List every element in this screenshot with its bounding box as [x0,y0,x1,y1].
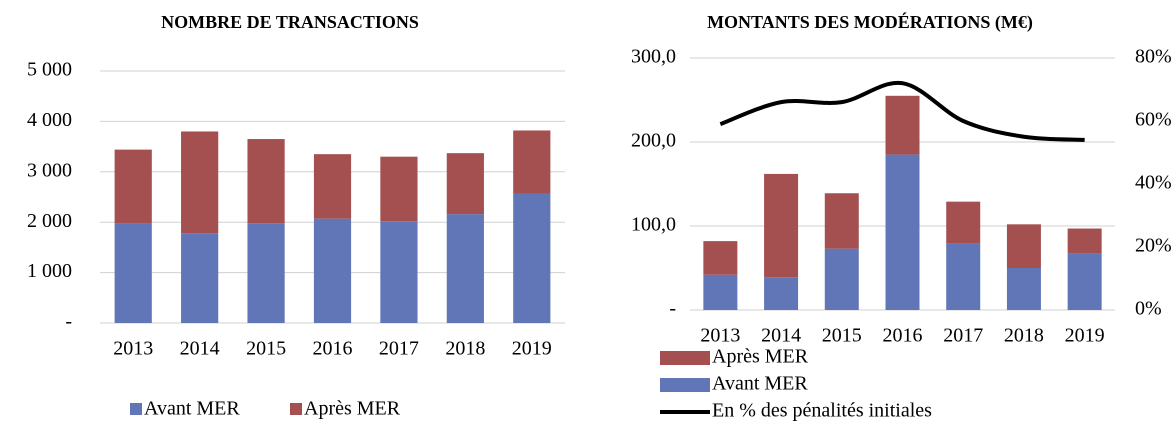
y2-tick-label: 80% [1135,46,1172,68]
y2-tick-label: 60% [1135,109,1172,131]
legend-label: En % des pénalités initiales [712,400,932,422]
bar [1067,253,1102,310]
x-tick-label: 2015 [822,325,862,347]
y-tick-label: - [65,311,72,333]
x-tick-label: 2016 [313,338,353,360]
y-tick-label: 5 000 [27,59,72,81]
bar [247,223,285,323]
bar [1067,228,1102,254]
bar [703,241,738,275]
bar [824,193,859,249]
bar [114,223,152,323]
legend-swatch [660,351,710,365]
bar [313,154,352,219]
y-tick-label: 2 000 [27,210,72,232]
legend-label: Après MER [304,398,401,420]
bar [247,139,285,224]
bar [764,277,799,310]
y-tick-label: 100,0 [631,214,676,236]
x-tick-label: 2019 [1065,325,1105,347]
x-tick-label: 2019 [512,338,552,360]
bar [114,149,152,224]
bar [513,193,551,323]
bar [181,131,219,234]
bar [764,173,799,278]
x-tick-label: 2013 [113,338,153,360]
bar [1006,224,1041,268]
y2-tick-label: 0% [1135,298,1162,320]
bar [446,153,484,215]
bar [946,243,981,310]
bar [181,233,219,323]
bar [885,95,920,155]
legend-label: Après MER [712,346,809,368]
legend-swatch [290,403,302,415]
chart-title: MONTANTS DES MODÉRATIONS (M€) [707,11,1033,33]
bar [946,201,981,244]
bar [446,214,484,323]
x-tick-label: 2016 [883,325,923,347]
y-tick-label: 300,0 [631,46,676,68]
bar [703,274,738,310]
x-tick-label: 2014 [180,338,220,360]
y-tick-label: 4 000 [27,109,72,131]
bar [885,154,920,310]
y-tick-label: 1 000 [27,260,72,282]
line [719,80,1085,142]
x-tick-label: 2017 [943,325,983,347]
bar [380,221,418,323]
x-tick-label: 2018 [1004,325,1044,347]
y-tick-label: - [669,298,676,320]
bar [513,130,551,194]
y2-tick-label: 20% [1135,235,1172,257]
x-tick-label: 2013 [700,325,740,347]
chart-title: NOMBRE DE TRANSACTIONS [161,12,419,32]
x-tick-label: 2017 [379,338,419,360]
legend-swatch [130,403,142,415]
bar [824,248,859,310]
legend-swatch [660,378,710,392]
y-tick-label: 3 000 [27,159,72,181]
x-tick-label: 2014 [761,325,801,347]
bar [1006,268,1041,310]
y-tick-label: 200,0 [631,130,676,152]
bar [380,156,418,222]
bar [313,218,352,323]
legend-label: Avant MER [712,373,808,395]
y2-tick-label: 40% [1135,172,1172,194]
x-tick-label: 2018 [445,338,485,360]
legend-label: Avant MER [144,398,240,420]
x-tick-label: 2015 [246,338,286,360]
